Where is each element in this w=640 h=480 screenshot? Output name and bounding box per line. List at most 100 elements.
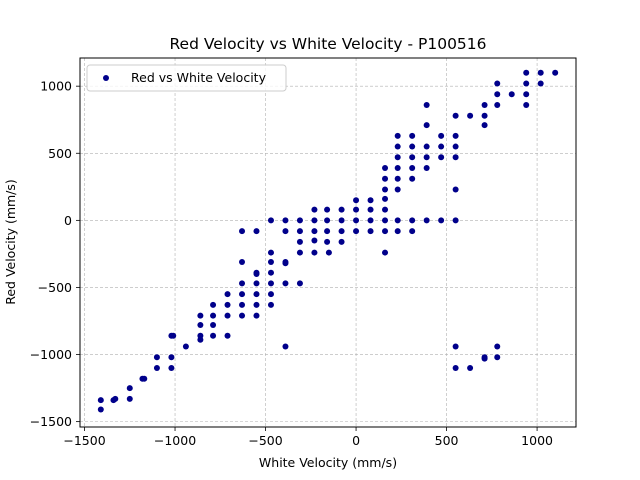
data-point [141, 375, 148, 382]
data-point [239, 228, 246, 235]
data-point [182, 343, 189, 350]
data-point [409, 165, 416, 172]
data-point [338, 238, 345, 245]
data-point [423, 217, 430, 224]
data-point [423, 122, 430, 129]
data-point [253, 271, 260, 278]
data-point [494, 91, 501, 98]
y-tick-label: 1000 [40, 79, 72, 94]
x-tick-label: 0 [352, 433, 360, 448]
data-point [394, 186, 401, 193]
data-point [438, 154, 445, 161]
data-point [382, 165, 389, 172]
data-point [324, 217, 331, 224]
data-point [452, 343, 459, 350]
data-point [394, 175, 401, 182]
data-point [481, 112, 488, 119]
data-point [324, 228, 331, 235]
x-tick-label: 500 [435, 433, 459, 448]
data-point [224, 312, 231, 319]
data-point [239, 258, 246, 265]
x-tick-label: 1000 [521, 433, 553, 448]
legend-marker [103, 75, 109, 81]
data-point [282, 217, 289, 224]
data-point [367, 217, 374, 224]
data-point [311, 249, 318, 256]
data-point [153, 354, 160, 361]
data-point [253, 301, 260, 308]
data-point [423, 101, 430, 108]
data-point [97, 397, 104, 404]
plot-area-frame [79, 57, 577, 428]
data-point [253, 291, 260, 298]
data-point [210, 322, 217, 329]
data-point [409, 228, 416, 235]
data-point [394, 217, 401, 224]
data-point [494, 101, 501, 108]
data-point [282, 260, 289, 267]
data-point [394, 132, 401, 139]
data-point [409, 154, 416, 161]
data-point [523, 91, 530, 98]
legend: Red vs White Velocity [86, 64, 287, 92]
y-tick-label: −1500 [30, 414, 72, 429]
data-point [467, 112, 474, 119]
data-point [481, 355, 488, 362]
data-point [267, 291, 274, 298]
data-point [168, 354, 175, 361]
data-point [253, 312, 260, 319]
y-tick-label: −1000 [30, 347, 72, 362]
data-point [409, 217, 416, 224]
data-point [452, 112, 459, 119]
data-point [423, 165, 430, 172]
data-point [197, 336, 204, 343]
data-point [423, 154, 430, 161]
chart-title: Red Velocity vs White Velocity - P100516 [169, 35, 486, 53]
data-point [353, 217, 360, 224]
data-point [224, 291, 231, 298]
data-point [452, 143, 459, 150]
data-point [324, 206, 331, 213]
data-point [296, 238, 303, 245]
data-point [224, 332, 231, 339]
data-point [353, 206, 360, 213]
data-point [267, 280, 274, 287]
data-point [382, 175, 389, 182]
data-point [168, 364, 175, 371]
scatter-points [97, 69, 559, 413]
data-point [126, 385, 133, 392]
data-point [552, 69, 559, 76]
data-point [197, 312, 204, 319]
data-point [311, 206, 318, 213]
x-axis-label: White Velocity (mm/s) [259, 455, 397, 470]
data-point [267, 217, 274, 224]
data-point [210, 332, 217, 339]
data-point [523, 101, 530, 108]
data-point [423, 143, 430, 150]
data-point [296, 280, 303, 287]
data-point [382, 228, 389, 235]
y-axis-label: Red Velocity (mm/s) [3, 179, 18, 305]
data-point [481, 122, 488, 129]
data-point [324, 238, 331, 245]
data-point [338, 228, 345, 235]
data-point [467, 364, 474, 371]
data-point [508, 91, 515, 98]
data-point [438, 217, 445, 224]
data-point [394, 154, 401, 161]
x-axis-ticks: −1500 −1000 −500 0 500 1000 [63, 427, 553, 448]
x-tick-label: −1000 [154, 433, 196, 448]
data-point [494, 354, 501, 361]
data-point [282, 280, 289, 287]
data-point [409, 132, 416, 139]
data-point [494, 343, 501, 350]
data-point [296, 217, 303, 224]
data-point [367, 197, 374, 204]
data-point [353, 228, 360, 235]
data-point [311, 228, 318, 235]
data-point [394, 143, 401, 150]
data-point [253, 228, 260, 235]
data-point [409, 175, 416, 182]
y-tick-label: 500 [48, 146, 72, 161]
